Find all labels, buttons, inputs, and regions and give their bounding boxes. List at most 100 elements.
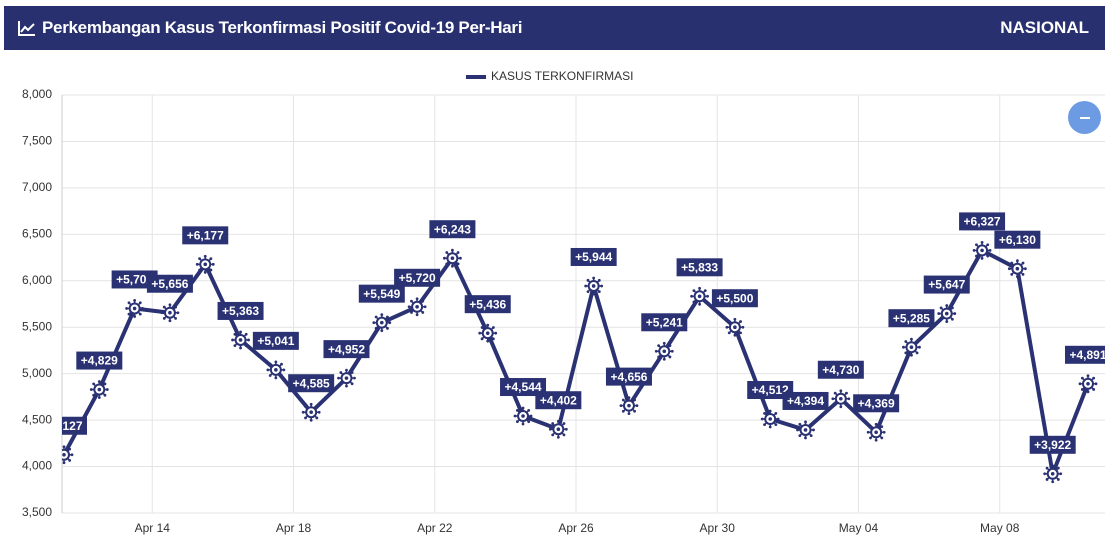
marker-spike-tip <box>97 380 101 383</box>
marker-spike-tip <box>459 256 462 260</box>
marker-spike-tip <box>760 417 764 421</box>
marker-spike-tip <box>211 262 215 266</box>
y-tick-label: 3,500 <box>22 505 52 519</box>
marker-spike-tip <box>768 409 772 413</box>
marker-spike-tip <box>733 317 737 321</box>
marker-spike-tip <box>55 453 58 456</box>
marker-spike-tip <box>804 420 807 424</box>
virus-marker <box>443 248 462 268</box>
data-label-box <box>605 367 652 386</box>
marker-core <box>344 376 349 380</box>
marker-spike-tip <box>975 243 978 247</box>
marker-spike-tip <box>407 305 411 309</box>
marker-core <box>697 294 702 299</box>
y-tick-label: 7,500 <box>22 134 52 148</box>
marker-spike-tip <box>494 331 498 335</box>
marker-spike-tip <box>89 388 93 391</box>
marker-spike-tip <box>635 404 639 408</box>
data-label: +6,243 <box>434 222 471 236</box>
marker-spike-tip <box>415 297 419 301</box>
marker-spike-tip <box>739 320 742 323</box>
marker-spike-tip <box>833 391 837 395</box>
marker-spike-tip <box>92 393 96 397</box>
marker-spike-tip <box>692 300 696 304</box>
virus-marker <box>266 360 286 380</box>
collapse-button[interactable] <box>1068 101 1101 134</box>
marker-spike-tip <box>953 312 957 315</box>
virus-marker <box>372 313 392 333</box>
marker-spike-tip <box>374 315 378 319</box>
y-tick-label: 4,500 <box>22 412 52 426</box>
marker-spike-tip <box>1021 272 1025 276</box>
marker-spike-tip <box>62 461 66 465</box>
marker-spike-tip <box>980 257 984 260</box>
data-label: +4,512 <box>752 383 789 397</box>
marker-spike-tip <box>910 337 913 341</box>
marker-core <box>1050 472 1055 476</box>
marker-spike-tip <box>733 333 737 337</box>
data-label-box <box>62 416 87 435</box>
data-label: +4,402 <box>540 393 577 407</box>
data-label: +6,177 <box>187 229 224 243</box>
y-tick-label: 6,500 <box>22 227 52 241</box>
marker-spike-tip <box>562 433 566 437</box>
marker-spike-tip <box>586 290 590 294</box>
marker-spike-tip <box>597 278 601 282</box>
marker-spike-tip <box>443 256 446 260</box>
data-label: +4,544 <box>505 380 542 394</box>
marker-spike-tip <box>1059 472 1063 476</box>
virus-marker <box>866 422 886 442</box>
marker-spike-tip <box>874 438 878 442</box>
marker-spike-tip <box>866 430 870 434</box>
y-tick-label: 5,500 <box>22 319 52 333</box>
virus-marker <box>831 389 851 409</box>
marker-spike-tip <box>339 382 343 386</box>
marker-spike-tip <box>939 306 943 310</box>
marker-spike-tip <box>812 428 815 432</box>
marker-spike-tip <box>301 410 305 414</box>
marker-core <box>733 325 737 330</box>
marker-spike-tip <box>209 268 213 272</box>
marker-spike-tip <box>915 340 919 343</box>
marker-spike-tip <box>423 305 427 309</box>
marker-spike-tip <box>105 388 109 391</box>
virus-marker <box>55 445 74 465</box>
marker-spike-tip <box>529 414 533 418</box>
marker-spike-tip <box>486 339 490 343</box>
virus-marker <box>796 420 815 440</box>
marker-spike-tip <box>141 307 145 310</box>
marker-spike-tip <box>1092 376 1096 380</box>
data-label: +6,130 <box>999 233 1036 247</box>
marker-core <box>485 331 490 335</box>
marker-spike-tip <box>103 382 107 386</box>
x-tick-label: Apr 26 <box>558 521 594 535</box>
marker-spike-tip <box>515 420 519 424</box>
marker-spike-tip <box>809 422 813 426</box>
marker-spike-tip <box>491 326 495 329</box>
data-label: +4,952 <box>328 342 365 356</box>
marker-spike-tip <box>174 305 177 309</box>
data-label-box <box>676 258 723 277</box>
marker-spike-tip <box>621 398 625 402</box>
data-label-box <box>570 247 617 266</box>
marker-core <box>309 410 313 415</box>
marker-core <box>980 248 984 253</box>
data-label-box <box>535 391 582 410</box>
marker-spike-tip <box>244 344 248 348</box>
marker-spike-tip <box>445 262 449 266</box>
marker-core <box>591 284 596 288</box>
marker-spike-tip <box>480 326 484 329</box>
marker-spike-tip <box>662 341 666 345</box>
marker-spike-tip <box>833 403 837 406</box>
marker-spike-tip <box>845 403 848 406</box>
marker-spike-tip <box>70 453 74 457</box>
marker-spike-tip <box>988 249 992 252</box>
marker-spike-tip <box>231 338 234 342</box>
virus-marker <box>725 317 745 337</box>
marker-spike-tip <box>274 360 278 364</box>
marker-spike-tip <box>600 284 604 288</box>
marker-spike-tip <box>804 436 807 440</box>
marker-spike-tip <box>350 382 354 386</box>
data-label: +4,369 <box>858 396 895 410</box>
data-label-box <box>817 360 864 379</box>
